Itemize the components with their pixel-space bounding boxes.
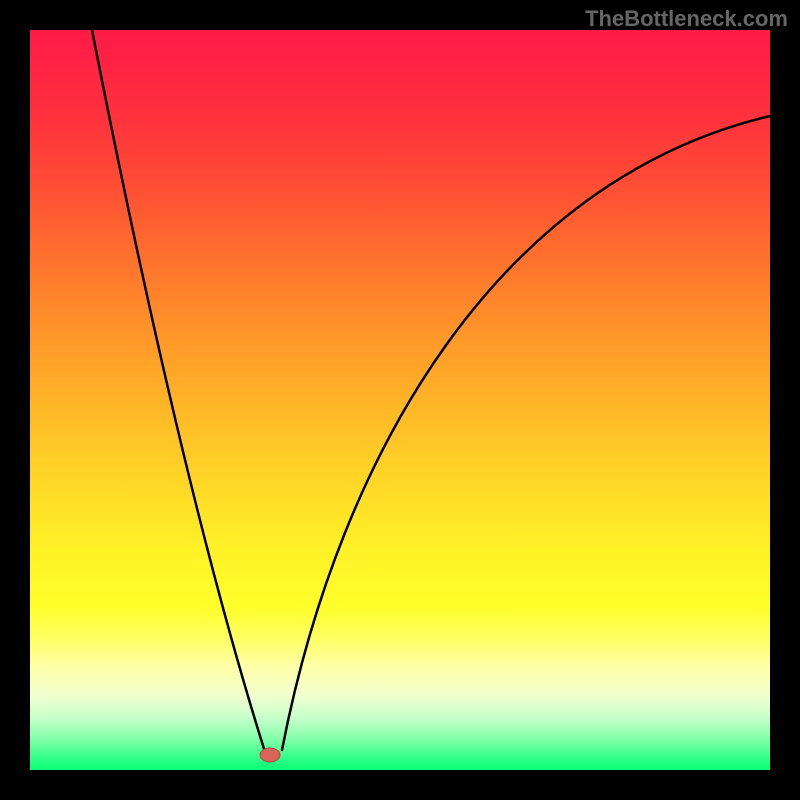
optimal-point-marker	[260, 748, 280, 762]
plot-area	[30, 30, 770, 770]
gradient-background	[30, 30, 770, 770]
watermark-text: TheBottleneck.com	[585, 6, 788, 32]
chart-container: TheBottleneck.com	[0, 0, 800, 800]
bottleneck-chart	[0, 0, 800, 800]
